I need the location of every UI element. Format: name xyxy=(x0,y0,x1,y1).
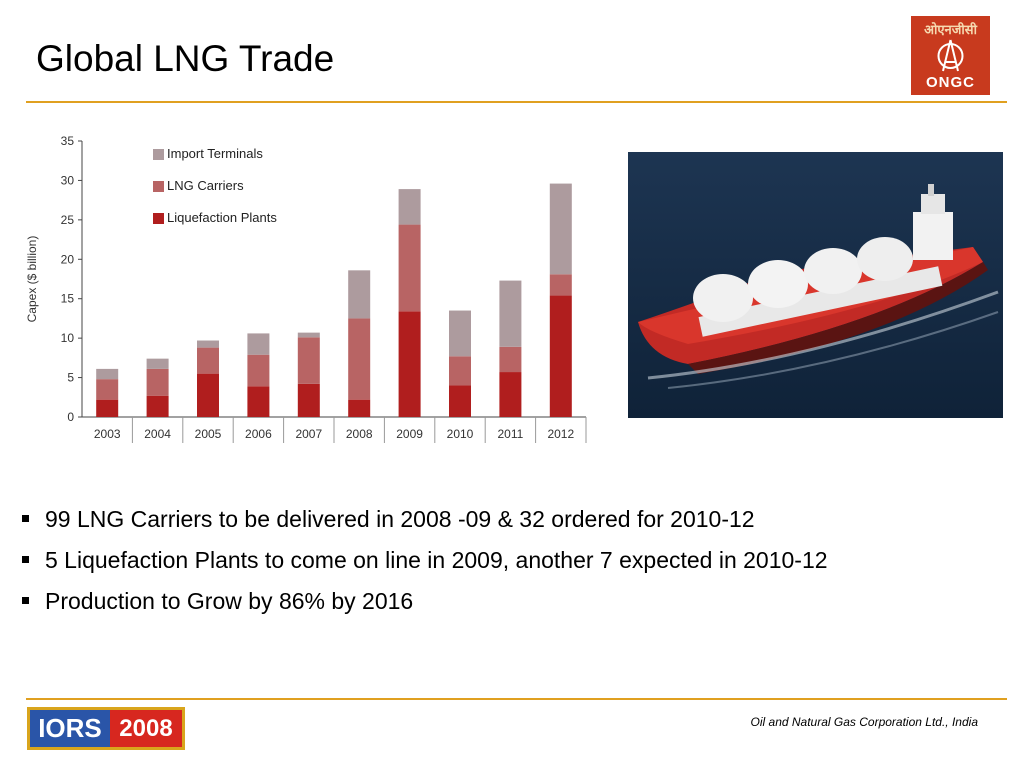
bar-segment xyxy=(449,310,471,357)
bar-segment xyxy=(549,183,572,275)
footer-text: Oil and Natural Gas Corporation Ltd., In… xyxy=(750,715,978,729)
legend-label: LNG Carriers xyxy=(167,178,244,193)
slide-title: Global LNG Trade xyxy=(36,38,335,79)
bullet-text: 99 LNG Carriers to be delivered in 2008 … xyxy=(45,505,755,532)
y-tick-label: 25 xyxy=(61,213,75,227)
bar-segment xyxy=(297,383,320,417)
bar-segment xyxy=(146,368,169,396)
bar-segment xyxy=(247,386,270,417)
y-tick-label: 35 xyxy=(61,134,75,148)
y-tick-label: 30 xyxy=(61,173,75,187)
bottom-divider xyxy=(26,698,1007,700)
bar-segment xyxy=(146,358,169,369)
bullet-item: 5 Liquefaction Plants to come on line in… xyxy=(22,539,828,580)
bullet-square-icon xyxy=(22,515,29,522)
lng-carrier-ship-photo xyxy=(628,152,1003,418)
bar-segment xyxy=(297,337,320,384)
bar-segment xyxy=(449,356,471,386)
bullet-text: Production to Grow by 86% by 2016 xyxy=(45,587,414,614)
bar-segment xyxy=(197,347,219,374)
bar-segment xyxy=(348,270,371,319)
bar-segment xyxy=(197,340,219,348)
bar-segment xyxy=(549,295,572,417)
y-tick-label: 5 xyxy=(67,371,74,385)
legend-label: Import Terminals xyxy=(167,146,263,161)
bar-segment xyxy=(499,372,522,417)
bar-segment xyxy=(96,399,119,417)
legend-swatch xyxy=(153,213,164,224)
bar-segment xyxy=(297,332,320,338)
bullet-square-icon xyxy=(22,597,29,604)
x-tick-label: 2010 xyxy=(447,427,474,441)
bar-segment xyxy=(449,385,471,417)
ongc-logo-hindi-text: ओएनजीसी xyxy=(924,23,977,38)
bar-segment xyxy=(96,379,119,400)
bullet-item: 99 LNG Carriers to be delivered in 2008 … xyxy=(22,498,828,539)
iors-2008-logo: IORS 2008 xyxy=(27,707,185,750)
ongc-logo-text: ONGC xyxy=(926,74,975,91)
bar-segment xyxy=(348,399,371,417)
oil-rig-icon xyxy=(937,39,964,72)
ongc-logo: ओएनजीसी ONGC xyxy=(911,16,990,95)
bar-segment xyxy=(197,373,219,417)
legend-label: Liquefaction Plants xyxy=(167,210,277,225)
bar-segment xyxy=(348,318,371,400)
x-tick-label: 2007 xyxy=(295,427,322,441)
iors-logo-text: IORS xyxy=(30,710,110,747)
bar-segment xyxy=(549,274,572,296)
bar-segment xyxy=(398,224,421,312)
bullet-square-icon xyxy=(22,556,29,563)
legend-swatch xyxy=(153,181,164,192)
bar-segment xyxy=(247,333,270,355)
x-tick-label: 2004 xyxy=(144,427,171,441)
bar-segment xyxy=(96,368,119,380)
bullet-text: 5 Liquefaction Plants to come on line in… xyxy=(45,546,828,573)
y-axis-title: Capex ($ billion) xyxy=(25,236,39,323)
legend-swatch xyxy=(153,149,164,160)
x-tick-label: 2011 xyxy=(497,427,523,441)
iors-logo-year: 2008 xyxy=(110,710,182,747)
bar-segment xyxy=(398,189,421,225)
y-tick-label: 0 xyxy=(67,410,74,424)
bullet-item: Production to Grow by 86% by 2016 xyxy=(22,580,828,621)
bar-segment xyxy=(146,395,169,417)
x-tick-label: 2003 xyxy=(94,427,121,441)
bullet-list: 99 LNG Carriers to be delivered in 2008 … xyxy=(22,498,828,621)
top-divider xyxy=(26,101,1007,103)
bar-segment xyxy=(398,311,421,417)
x-tick-label: 2006 xyxy=(245,427,272,441)
x-tick-label: 2008 xyxy=(346,427,373,441)
bar-segment xyxy=(247,354,270,387)
y-tick-label: 20 xyxy=(61,252,75,266)
bar-segment xyxy=(499,346,522,373)
x-tick-label: 2012 xyxy=(547,427,574,441)
y-tick-label: 15 xyxy=(61,292,75,306)
y-tick-label: 10 xyxy=(61,331,75,345)
x-tick-label: 2009 xyxy=(396,427,423,441)
capex-stacked-bar-chart: 0 5 10 15 20 25 30 35 Capex ($ billion) 2003 2004 2… xyxy=(25,134,587,443)
bar-segment xyxy=(499,280,522,347)
x-tick-label: 2005 xyxy=(195,427,222,441)
